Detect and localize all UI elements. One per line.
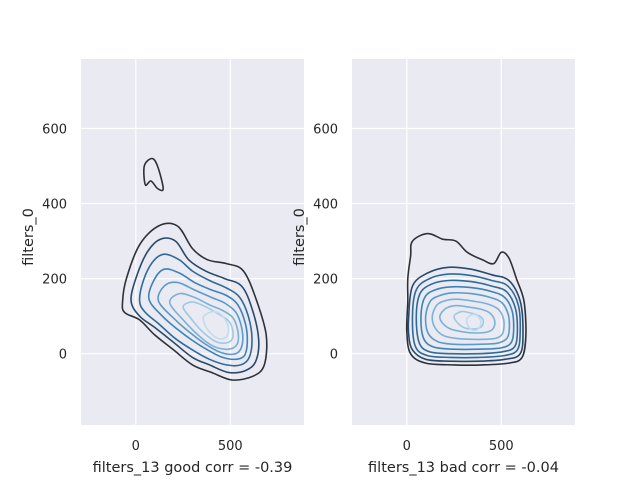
y-tick-label: 200 [42,273,67,288]
contour-level-3 [411,273,522,359]
left-kde-contours [121,157,268,381]
right-y-axis-label: filters_0 [292,208,308,266]
right-tick-labels: 0 500 0 200 400 600 [313,122,514,454]
x-tick-label: 500 [489,439,514,454]
y-tick-label: 600 [313,122,338,137]
right-subplot: 0 500 0 200 400 600 filters_13 bad corr = -0.… [292,59,575,476]
left-y-axis-label: filters_0 [21,208,37,266]
y-tick-label: 200 [313,273,338,288]
contour-level-9 [453,310,485,330]
contour-level-10 [465,313,482,332]
y-tick-label: 0 [330,348,338,363]
contour-level-4 [415,279,519,355]
contour-level-1 [405,232,527,366]
contour-level-5 [157,281,244,356]
y-tick-label: 600 [42,122,67,137]
contour-level-3 [138,253,253,367]
x-tick-label: 0 [132,439,140,454]
right-x-axis-label: filters_13 bad corr = -0.04 [368,460,559,476]
contour-level-6 [168,292,240,351]
y-tick-label: 0 [59,348,67,363]
x-tick-label: 500 [218,439,243,454]
contour-level-4 [147,268,249,361]
contour-level-2 [130,237,260,374]
y-tick-label: 400 [42,198,67,213]
contour-level-7 [182,301,234,345]
contour-level-5 [420,285,515,351]
y-tick-label: 400 [313,198,338,213]
contour-level-1 [121,222,268,381]
right-kde-contours [405,232,527,366]
contour-level-2 [407,266,524,363]
left-tick-labels: 0 500 0 200 400 600 [42,122,243,454]
contour-level-7 [431,298,505,341]
left-plot-background [81,59,304,425]
right-plot-background [352,59,575,425]
left-x-axis-label: filters_13 good corr = -0.39 [93,460,293,476]
contour-level-8 [438,304,496,334]
left-subplot: 0 500 0 200 400 600 filters_13 good corr = -0… [21,59,304,476]
contour-level-8 [202,310,230,340]
contour-level-1 [143,157,164,192]
left-gridlines [81,59,304,425]
contour-level-6 [424,291,511,346]
x-tick-label: 0 [403,439,411,454]
